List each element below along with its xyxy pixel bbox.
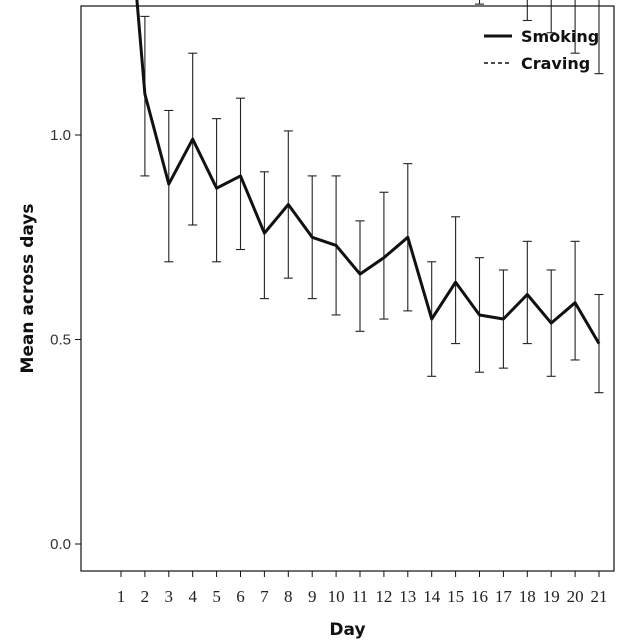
x-tick-label: 3 xyxy=(165,587,174,606)
x-axis-title-group: Day xyxy=(329,620,365,640)
x-tick-label: 18 xyxy=(519,587,536,606)
x-tick-label: 10 xyxy=(328,587,345,606)
y-axis-ticks: 0.00.51.01.52.02.5 xyxy=(50,127,81,553)
x-tick-label: 11 xyxy=(352,587,368,606)
x-tick-label: 19 xyxy=(543,587,560,606)
legend: Smoking Craving xyxy=(484,27,599,73)
legend-label-smoking: Smoking xyxy=(521,27,599,46)
y-tick-label: 0.5 xyxy=(50,332,71,349)
x-tick-label: 12 xyxy=(375,587,392,606)
x-tick-label: 5 xyxy=(212,587,221,606)
x-tick-label: 17 xyxy=(495,587,513,606)
series-lines xyxy=(135,0,601,345)
y-axis-title: Mean across days xyxy=(18,203,38,373)
x-tick-label: 15 xyxy=(447,587,464,606)
legend-label-craving: Craving xyxy=(521,54,590,73)
plot-frame-group xyxy=(80,5,615,572)
x-tick-label: 21 xyxy=(591,587,608,606)
x-axis-title: Day xyxy=(329,620,365,640)
y-axis-title-group: Mean across days xyxy=(18,203,38,373)
y-tick-label: 0.0 xyxy=(50,536,71,553)
plot-frame xyxy=(80,5,615,572)
x-tick-label: 13 xyxy=(399,587,416,606)
smoking-line xyxy=(135,0,601,345)
y-tick-label: 1.0 xyxy=(50,127,71,144)
x-axis-ticks: 1 2 3 4 5 6 7 8 9 10 11 12 13 14 15 16 17 18 19 20 21 xyxy=(117,571,608,606)
x-tick-label: 6 xyxy=(236,587,245,606)
x-tick-label: 2 xyxy=(141,587,150,606)
x-tick-label: 16 xyxy=(471,587,488,606)
x-tick-label: 1 xyxy=(117,587,126,606)
x-tick-label: 7 xyxy=(260,587,269,606)
x-tick-label: 14 xyxy=(423,587,441,606)
x-tick-label: 9 xyxy=(308,587,317,606)
x-tick-label: 4 xyxy=(188,587,197,606)
x-tick-label: 8 xyxy=(284,587,293,606)
x-tick-label: 20 xyxy=(567,587,584,606)
